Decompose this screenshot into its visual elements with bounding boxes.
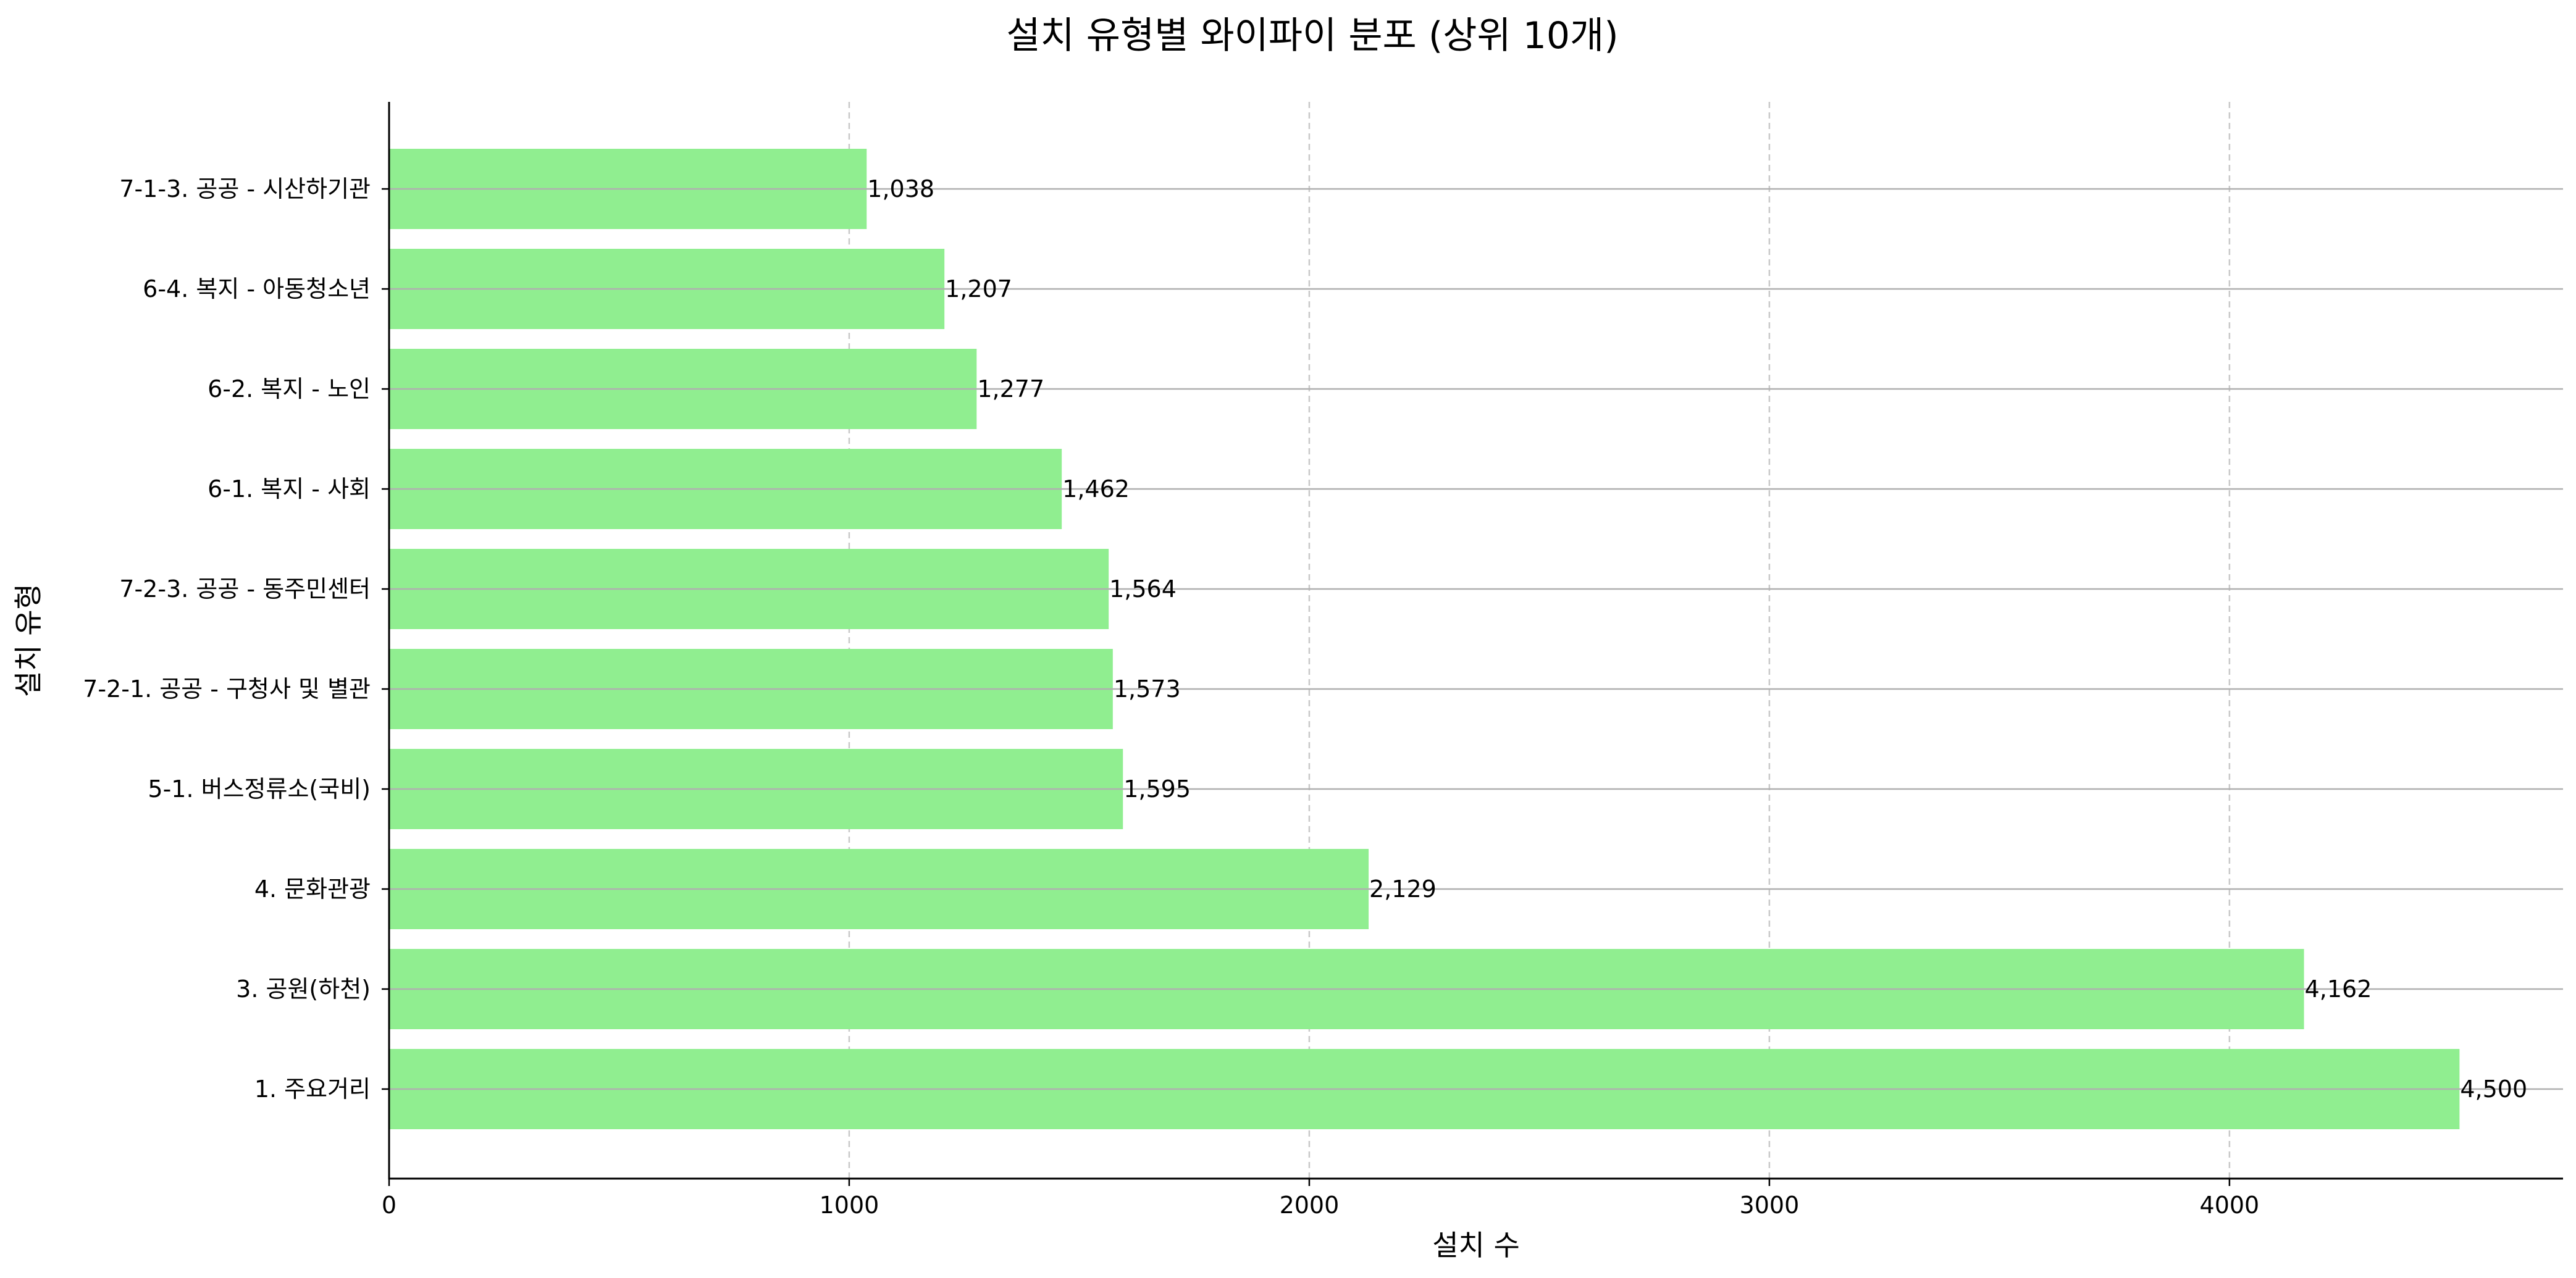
x-tick-label: 1000 <box>820 1192 879 1219</box>
data-label: 1,564 <box>1109 575 1177 603</box>
chart-title: 설치 유형별 와이파이 분포 (상위 10개) <box>1006 14 1618 57</box>
bars <box>389 149 2459 1129</box>
data-label: 2,129 <box>1369 875 1437 903</box>
y-tick-label: 6-1. 복지 - 사회 <box>208 475 371 503</box>
y-tick-label: 7-2-3. 공공 - 동주민센터 <box>119 575 371 603</box>
x-tick-label: 3000 <box>1740 1192 1800 1219</box>
data-label: 1,573 <box>1114 675 1181 703</box>
data-label: 1,207 <box>945 275 1012 303</box>
y-tick-label: 4. 문화관광 <box>254 875 371 903</box>
y-tick-label: 3. 공원(하천) <box>236 975 371 1003</box>
y-tick-label: 6-2. 복지 - 노인 <box>208 375 371 403</box>
y-tick-label: 7-2-1. 공공 - 구청사 및 별관 <box>83 675 371 703</box>
y-tick-label: 1. 주요거리 <box>254 1075 371 1103</box>
y-axis-label: 설치 유형 <box>12 583 45 697</box>
y-tick-label: 7-1-3. 공공 - 시산하기관 <box>119 175 371 203</box>
data-label: 1,038 <box>867 175 934 203</box>
x-ticks: 0 1000 2000 3000 4000 <box>382 1179 2259 1219</box>
y-tick-label: 5-1. 버스정류소(국비) <box>148 775 371 803</box>
x-tick-label: 0 <box>382 1192 396 1219</box>
data-label: 4,162 <box>2305 975 2372 1003</box>
y-ticks: 1. 주요거리 3. 공원(하천) 4. 문화관광 5-1. 버스정류소(국비) 7-2… <box>83 175 389 1103</box>
x-tick-label: 4000 <box>2200 1192 2260 1219</box>
x-axis-label: 설치 수 <box>1432 1229 1520 1262</box>
x-tick-label: 2000 <box>1280 1192 1340 1219</box>
data-label: 4,500 <box>2460 1075 2527 1103</box>
data-label: 1,462 <box>1062 475 1130 503</box>
data-label: 1,595 <box>1123 775 1191 803</box>
y-tick-label: 6-4. 복지 - 아동청소년 <box>143 275 371 303</box>
data-label: 1,277 <box>977 375 1044 403</box>
